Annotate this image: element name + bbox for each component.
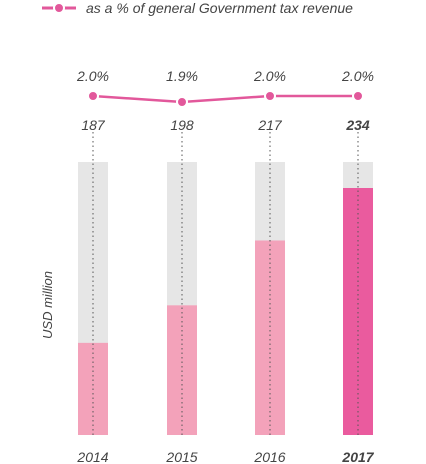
x-tick-label: 2017 <box>341 449 374 464</box>
line-point <box>176 96 188 108</box>
series-line <box>92 94 358 104</box>
bar-value-label: 187 <box>81 117 106 133</box>
line-point <box>264 90 276 102</box>
line-value-label: 2.0% <box>76 68 109 84</box>
line-point <box>87 90 99 102</box>
bar-value-label: 198 <box>170 117 194 133</box>
y-axis-label: USD million <box>40 271 55 339</box>
line-value-label: 1.9% <box>166 68 198 84</box>
legend-label: as a % of general Government tax revenue <box>86 0 353 16</box>
bar-value-label: 217 <box>257 117 283 133</box>
x-tick-label: 2015 <box>165 449 197 464</box>
line-value-label: 2.0% <box>341 68 374 84</box>
chart-marks: 187 2014 198 2015 217 2016 234 2017 2.0% 1.9% 2.0%… <box>76 68 375 464</box>
bar <box>255 240 285 435</box>
line-point <box>352 90 364 102</box>
x-tick-label: 2016 <box>253 449 285 464</box>
bar-value-label: 234 <box>345 117 370 133</box>
line-value-label: 2.0% <box>253 68 286 84</box>
legend: as a % of general Government tax revenue <box>42 0 353 16</box>
legend-marker-swatch <box>53 2 65 14</box>
x-tick-label: 2014 <box>76 449 108 464</box>
